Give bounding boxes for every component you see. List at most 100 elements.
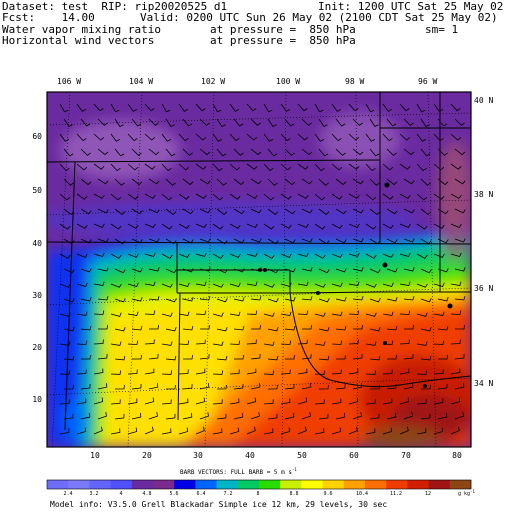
wind-barb: [386, 178, 398, 186]
wind-barb: [450, 252, 462, 257]
wind-barb: [437, 178, 449, 186]
wind-barb: [280, 103, 290, 112]
wind-barb: [76, 282, 88, 287]
wind-barb: [195, 223, 207, 229]
wind-barb: [110, 223, 122, 230]
wind-barb: [98, 325, 108, 330]
wind-barb: [97, 118, 108, 126]
wind-barb: [246, 397, 257, 405]
wind-barb: [382, 398, 393, 405]
wind-barb: [80, 383, 91, 390]
wind-barb: [110, 312, 122, 317]
wind-barb: [437, 148, 448, 156]
wind-barb: [229, 340, 241, 345]
wind-barb: [165, 384, 176, 390]
wind-barb: [454, 118, 465, 126]
wind-barb: [416, 341, 428, 346]
colorbar-tick: 10.4: [356, 491, 368, 497]
colorbar-swatch: [301, 480, 323, 489]
wind-barb: [127, 340, 139, 345]
wind-barb: [280, 340, 292, 345]
wind-barb: [284, 208, 296, 215]
wind-barb: [382, 103, 392, 112]
wind-barb: [420, 298, 432, 303]
wind-barb: [454, 267, 466, 272]
wind-barb: [195, 397, 206, 405]
colorbar-border: [46, 479, 472, 490]
wind-barb: [161, 428, 172, 435]
wind-barb: [399, 133, 411, 141]
wind-barb: [178, 133, 189, 142]
wind-barb: [76, 253, 88, 258]
wind-barb: [314, 399, 325, 405]
moisture-field: [47, 92, 471, 447]
wind-barb: [365, 312, 377, 317]
wind-barb: [280, 193, 292, 200]
wind-barb: [420, 413, 431, 420]
wind-barb: [263, 283, 275, 288]
wind-barb: [416, 193, 428, 201]
wind-barb: [365, 193, 377, 201]
wind-barb: [148, 267, 160, 272]
colorbar-tick-labels: 2.4 3.2 4 4.8 5.6 6.4 7.2 8 8.8 9.6 10.4…: [63, 491, 431, 497]
wind-barb: [420, 327, 432, 332]
forecast-line: Fcst: 14.00: [2, 11, 95, 24]
wind-barb: [178, 282, 190, 287]
wind-barb: [76, 398, 87, 405]
model-info: Model info: V3.5.0 Grell Blackadar Simpl…: [50, 500, 387, 509]
wind-barb: [437, 268, 449, 273]
wind-barb: [110, 193, 122, 201]
wind-barb: [301, 238, 313, 243]
colorbar-title: BARB VECTORS: FULL BARB = 5 m s-1: [180, 467, 297, 476]
wind-barb: [454, 353, 465, 360]
wind-barb: [404, 325, 414, 330]
wind-barb: [127, 282, 139, 287]
field-2-name: Horizontal wind vectors: [2, 34, 155, 47]
wind-barb: [114, 178, 125, 186]
wind-barb: [314, 283, 326, 288]
wind-barb: [284, 118, 295, 127]
wind-barb: [178, 223, 190, 229]
wind-barb: [229, 253, 241, 258]
wind-barb: [403, 383, 414, 390]
wind-barb: [63, 327, 75, 332]
wind-barb: [114, 384, 125, 390]
wind-barb: [420, 384, 431, 390]
bottom-grid-labels: 10 20 30 40 50 60 70 80: [90, 451, 462, 460]
wind-barb: [450, 368, 461, 375]
wind-barb: [229, 103, 239, 112]
wind-barb: [76, 223, 88, 229]
wind-barb: [450, 281, 462, 286]
wind-barb: [80, 238, 92, 244]
field-1-level: at pressure = 850 hPa: [210, 23, 356, 36]
wind-barb: [437, 208, 449, 215]
grid-label: 70: [401, 451, 411, 460]
wind-barb: [382, 193, 394, 200]
wind-barb: [284, 412, 295, 420]
colorbar-tick: 5.6: [169, 491, 178, 497]
wind-barb: [263, 163, 274, 172]
wind-barb: [114, 118, 124, 128]
wind-barb: [301, 118, 312, 126]
wind-barb: [76, 427, 87, 435]
wind-barb: [433, 193, 445, 200]
wind-barb: [365, 133, 376, 142]
wind-barb: [165, 238, 177, 245]
wind-barb: [93, 310, 105, 315]
wind-barb: [63, 118, 73, 128]
wind-barb: [59, 193, 71, 201]
wind-barb: [127, 427, 138, 435]
wind-barb: [399, 252, 411, 257]
city-marker: [447, 303, 453, 309]
wind-barb: [110, 283, 122, 288]
grid-label: 20: [142, 451, 152, 460]
colorbar-swatch: [237, 480, 260, 489]
wind-barb: [331, 103, 341, 112]
wind-barb: [233, 383, 244, 390]
wind-barb: [144, 281, 156, 286]
wind-barb: [76, 193, 88, 200]
wind-barb: [114, 413, 125, 420]
wind-barb: [59, 163, 70, 172]
wind-barb: [263, 341, 275, 346]
wind-barb: [437, 383, 448, 390]
